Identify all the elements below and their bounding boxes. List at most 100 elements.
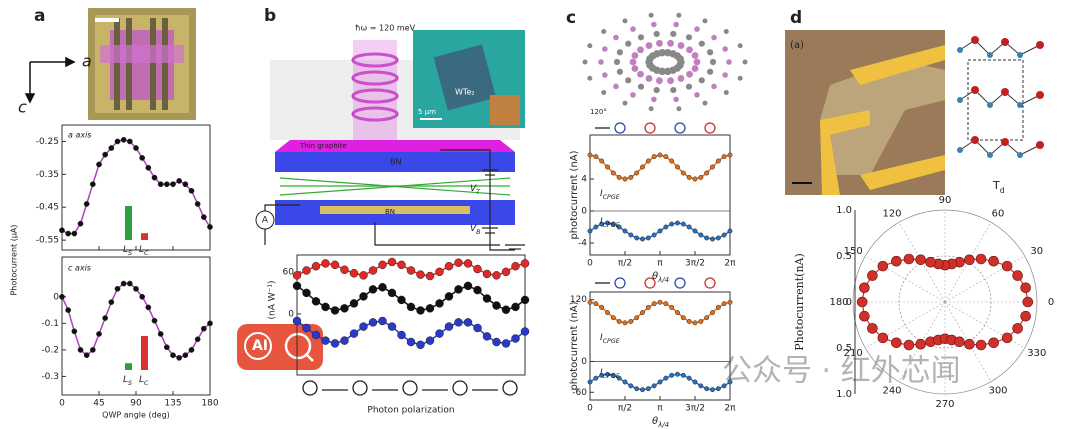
atom	[587, 43, 593, 49]
y-tick-label: 0	[53, 292, 59, 302]
atom	[676, 106, 682, 112]
data-point	[182, 181, 189, 188]
data-point	[387, 322, 397, 331]
panel-label: a	[34, 6, 45, 26]
y-tick-label: 0	[581, 207, 587, 217]
atom	[651, 96, 657, 103]
data-point	[651, 154, 657, 160]
r-tick-label: 0.5	[836, 251, 852, 262]
polarization-icons	[302, 380, 518, 396]
data-point	[406, 302, 416, 312]
atom	[742, 59, 748, 65]
data-point	[157, 181, 164, 188]
data-point	[349, 299, 359, 308]
data-point	[397, 295, 406, 305]
data-point	[610, 221, 616, 227]
x-tick-label: 45	[93, 399, 104, 409]
y-tick-label: -0.3	[41, 372, 59, 382]
data-point	[640, 236, 645, 242]
data-point	[368, 318, 378, 327]
bar	[125, 206, 132, 240]
data-point	[988, 255, 999, 267]
atom	[676, 55, 684, 63]
y-axis-label: Photocurrent (μA)	[10, 224, 19, 295]
data-point	[511, 261, 520, 271]
data-point	[397, 260, 406, 270]
bar-label-sub: C	[144, 250, 149, 257]
atom	[637, 46, 644, 54]
x-axis-label: Photon polarization	[367, 406, 454, 416]
data-point	[692, 228, 698, 234]
data-point	[96, 331, 102, 337]
annotation-main: I	[600, 332, 603, 342]
data-point	[640, 310, 645, 316]
atom	[722, 72, 728, 78]
atom	[677, 42, 685, 49]
data-point	[715, 386, 721, 392]
theta-tick-label: 120	[882, 209, 901, 220]
data-point	[511, 302, 520, 312]
data-point	[492, 271, 501, 280]
data-point	[663, 224, 669, 230]
data-point	[139, 293, 146, 300]
data-point	[727, 152, 733, 158]
data-point	[126, 138, 133, 145]
data-point	[975, 253, 987, 265]
data-point	[163, 181, 170, 188]
structure-label-main: T	[992, 179, 1000, 192]
data-point	[622, 320, 628, 326]
annotation: ICPGE	[600, 368, 620, 380]
data-point	[321, 259, 330, 268]
data-point	[65, 307, 72, 313]
data-point	[397, 330, 406, 340]
data-point	[359, 271, 368, 280]
data-point	[610, 372, 616, 378]
r-tick-label: 0.5	[836, 343, 852, 354]
atom	[670, 30, 677, 38]
data-point	[634, 170, 640, 176]
y-tick-label: -0.35	[36, 170, 59, 180]
y-tick-label: 0	[581, 357, 587, 367]
y-axis-label: (nA W⁻¹)	[268, 280, 278, 319]
atom	[685, 83, 693, 90]
data-point	[698, 319, 704, 324]
voltage-label-sub: B	[476, 229, 480, 236]
data-point	[520, 327, 530, 336]
data-point	[867, 270, 878, 281]
theta-tick-label: 180	[829, 297, 848, 308]
data-point	[891, 337, 902, 349]
r-tick-label: 1.0	[836, 205, 852, 216]
theta-tick-label: 300	[988, 385, 1007, 396]
x-tick-label: 2π	[724, 404, 736, 414]
data-point	[593, 301, 599, 307]
data-point	[698, 383, 704, 389]
data-point	[454, 258, 463, 267]
data-point	[651, 383, 657, 389]
theta-tick-label: 150	[844, 246, 863, 257]
data-point	[704, 386, 710, 392]
data-point	[311, 330, 321, 340]
data-point	[1020, 282, 1031, 294]
data-point	[139, 155, 146, 161]
data-point	[170, 181, 176, 188]
data-point	[645, 386, 651, 392]
data-point	[721, 301, 727, 307]
theta-tick-label: 330	[1027, 348, 1046, 359]
atom	[601, 28, 607, 34]
data-point	[859, 310, 870, 322]
x-tick-label: π/2	[618, 259, 632, 269]
x-tick-label: 135	[164, 399, 181, 409]
atom	[711, 83, 717, 90]
bar-label-main: L	[139, 245, 144, 255]
data-point	[692, 320, 698, 326]
data-point	[102, 151, 109, 158]
r-tick-label: 1.0	[836, 389, 852, 400]
data-point	[715, 235, 721, 241]
data-point	[200, 325, 207, 332]
data-point	[680, 221, 686, 227]
atom	[676, 12, 682, 18]
bar-label: LC	[139, 245, 149, 257]
data-point	[651, 301, 657, 307]
data-point	[170, 352, 176, 359]
x-axis-label-main: θ	[652, 271, 658, 282]
